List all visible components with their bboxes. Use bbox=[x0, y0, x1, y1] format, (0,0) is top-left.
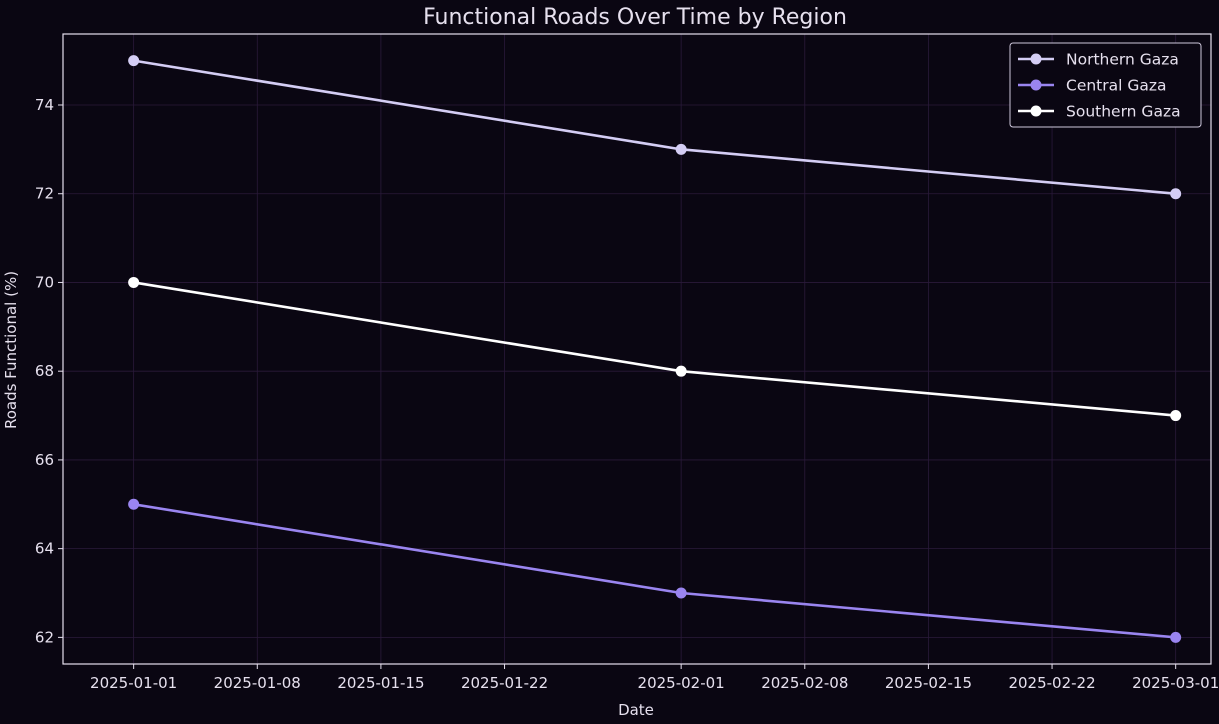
data-point-northern-gaza bbox=[1170, 188, 1182, 200]
y-axis-ticks: 62 64 66 68 70 72 74 bbox=[35, 96, 63, 646]
x-tick-label: 2025-01-15 bbox=[337, 674, 424, 692]
data-point-southern-gaza bbox=[675, 365, 687, 377]
legend-swatch-marker bbox=[1030, 105, 1042, 117]
x-tick-label: 2025-01-08 bbox=[214, 674, 301, 692]
y-tick-label: 64 bbox=[35, 540, 54, 558]
x-tick-label: 2025-01-22 bbox=[461, 674, 548, 692]
data-point-central-gaza bbox=[1170, 631, 1182, 643]
legend-swatch-marker bbox=[1030, 79, 1042, 91]
y-tick-label: 72 bbox=[35, 185, 54, 203]
series-southern-gaza bbox=[128, 276, 1182, 422]
series-central-gaza bbox=[128, 498, 1182, 643]
series-northern-gaza bbox=[128, 55, 1182, 200]
grid-lines bbox=[63, 34, 1211, 664]
legend-box bbox=[1009, 42, 1202, 128]
series-layer bbox=[128, 55, 1182, 643]
x-axis-label: Date bbox=[618, 701, 654, 719]
y-tick-label: 70 bbox=[35, 273, 54, 291]
chart-title: Functional Roads Over Time by Region bbox=[423, 5, 847, 30]
plot-frame bbox=[62, 33, 1212, 665]
x-axis-ticks: 2025-01-01 2025-01-08 2025-01-15 2025-01-22… bbox=[90, 664, 1219, 692]
y-tick-label: 66 bbox=[35, 451, 54, 469]
legend-label: Central Gaza bbox=[1066, 77, 1167, 95]
x-tick-label: 2025-03-01 bbox=[1132, 674, 1219, 692]
data-point-central-gaza bbox=[675, 587, 687, 599]
x-tick-label: 2025-02-01 bbox=[638, 674, 725, 692]
x-tick-label: 2025-02-15 bbox=[885, 674, 972, 692]
legend-swatch-marker bbox=[1030, 53, 1042, 65]
legend-item-central-gaza: Central Gaza bbox=[1018, 77, 1167, 95]
x-tick-label: 2025-01-01 bbox=[90, 674, 177, 692]
legend-item-southern-gaza: Southern Gaza bbox=[1018, 103, 1181, 121]
data-point-southern-gaza bbox=[1170, 410, 1182, 422]
data-point-northern-gaza bbox=[128, 55, 140, 67]
y-tick-label: 62 bbox=[35, 628, 54, 646]
legend-label: Northern Gaza bbox=[1066, 51, 1179, 69]
legend-label: Southern Gaza bbox=[1066, 103, 1181, 121]
x-tick-label: 2025-02-22 bbox=[1008, 674, 1095, 692]
y-axis-label: Roads Functional (%) bbox=[2, 271, 20, 429]
y-tick-label: 74 bbox=[35, 96, 54, 114]
legend-item-northern-gaza: Northern Gaza bbox=[1018, 51, 1179, 69]
y-tick-label: 68 bbox=[35, 362, 54, 380]
legend: Northern Gaza Central Gaza Southern Gaza bbox=[1009, 42, 1202, 128]
data-point-central-gaza bbox=[128, 498, 140, 510]
data-point-northern-gaza bbox=[675, 143, 687, 155]
data-point-southern-gaza bbox=[128, 276, 140, 288]
x-tick-label: 2025-02-08 bbox=[761, 674, 848, 692]
